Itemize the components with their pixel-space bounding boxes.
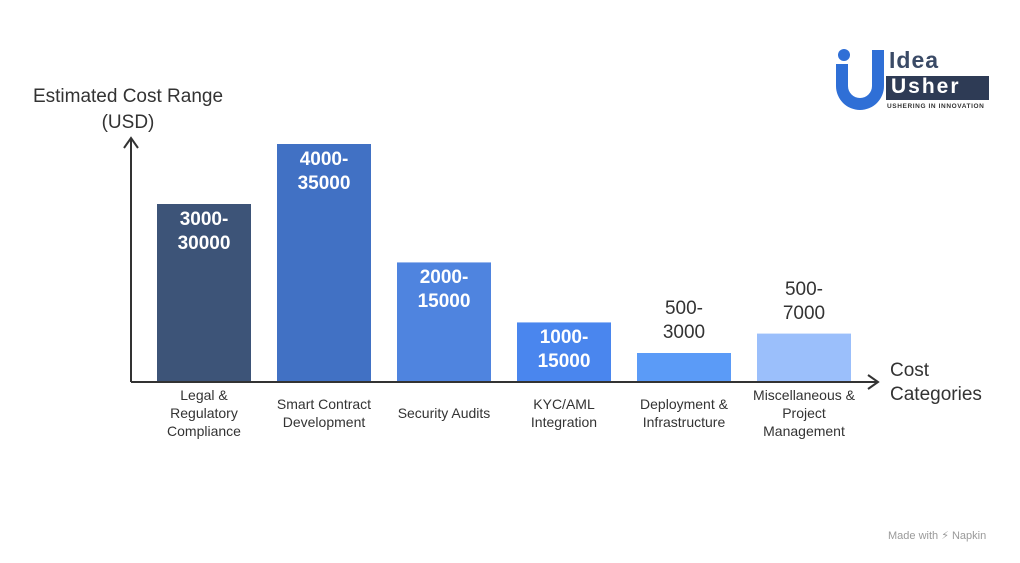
footer-credit: Made with ⚡ Napkin [888,530,987,542]
bar-value-line: 30000 [177,233,231,254]
bar-2 [277,144,371,381]
category-label-line: Security Audits [397,405,491,421]
logo-text-usher: Usher [891,75,961,98]
bar-value-label-1: 3000- 30000 [157,208,251,256]
bar-value-line: 500- [664,298,704,319]
bar-value-label-6: 500- 7000 [757,278,851,326]
x-axis-arrow [867,374,880,390]
bar-value-label-2: 4000- 35000 [277,148,371,196]
logo-u-icon [836,49,884,110]
bar-value-line: 15000 [537,351,591,373]
category-label-line: Compliance [167,423,241,439]
bar-3 [397,262,491,381]
category-label-line: Infrastructure [642,414,726,430]
logo-text-idea: Idea [889,47,940,73]
category-label-line: Legal & [180,387,228,403]
category-label-6: Miscellaneous & Project Management [744,386,864,440]
logo-box [886,76,989,100]
bar-value-line: 35000 [297,173,351,194]
category-label-4: KYC/AML Integration [504,395,624,431]
category-label-line: Miscellaneous & [753,387,855,403]
y-axis-label: Estimated Cost Range (USD) [32,86,224,133]
category-label-line: Regulatory [170,405,238,421]
bar-value-line: 15000 [417,291,471,313]
bar-value-line: 4000- [299,149,349,170]
bar-6 [757,333,851,381]
bars [157,144,851,381]
bar-value-label-3: 2000- 15000 [397,266,491,314]
bar-value-line: 500- [784,278,824,300]
axes [123,136,880,390]
category-label-line: Development [282,414,366,430]
category-label-3: Security Audits [384,404,504,422]
x-axis-label: Cost Categories [890,360,982,405]
category-label-5: Deployment & Infrastructure [624,395,744,431]
category-label-2: Smart Contract Development [264,395,384,431]
bar-value-line: 7000 [782,302,826,324]
bar-4 [517,322,611,381]
category-label-line: Deployment & [640,396,728,412]
bar-value-line: 1000- [539,327,589,349]
category-label-line: Smart Contract [276,396,372,412]
y-axis-arrow [123,136,139,149]
bar-1 [157,204,251,381]
bar-value-label-4: 1000- 15000 [517,326,611,374]
bar-5 [637,353,731,381]
bar-value-label-5: 500- 3000 [637,297,731,345]
bar-value-line: 2000- [419,267,469,289]
logo-tagline: USHERING IN INNOVATION [887,103,985,110]
category-label-line: Management [763,423,845,439]
category-label-1: Legal & Regulatory Compliance [144,386,264,440]
category-label-line: KYC/AML [533,396,595,412]
bar-value-line: 3000- [179,209,229,230]
category-label-line: Integration [530,414,598,430]
category-label-line: Project [782,405,826,421]
bar-value-line: 3000 [662,322,706,343]
